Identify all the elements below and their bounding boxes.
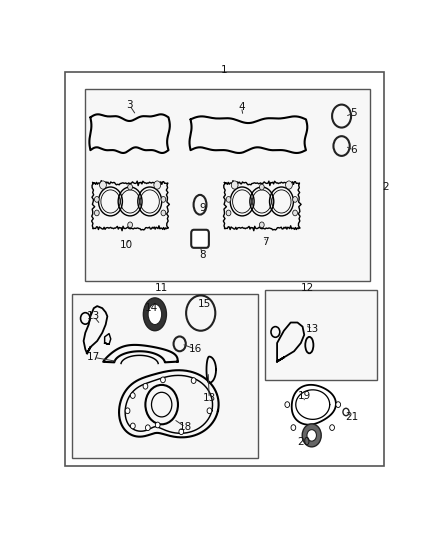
Text: 6: 6 [350, 145, 357, 155]
Circle shape [143, 383, 148, 389]
Circle shape [285, 402, 290, 407]
Circle shape [154, 181, 161, 189]
Circle shape [95, 210, 99, 216]
Circle shape [128, 222, 132, 228]
Text: 1: 1 [221, 65, 228, 75]
Text: 3: 3 [126, 100, 133, 110]
Bar [72, 294, 258, 458]
Bar [85, 88, 371, 281]
Ellipse shape [143, 298, 166, 330]
Circle shape [145, 425, 150, 431]
Circle shape [330, 425, 335, 431]
Circle shape [336, 402, 341, 407]
Text: 9: 9 [199, 203, 206, 213]
Circle shape [99, 181, 106, 189]
Text: 13: 13 [306, 324, 319, 334]
Circle shape [95, 197, 99, 202]
Text: 2: 2 [382, 182, 389, 192]
Circle shape [125, 408, 130, 414]
Text: 11: 11 [155, 282, 168, 293]
Text: 16: 16 [189, 344, 202, 354]
Circle shape [291, 425, 296, 431]
Circle shape [161, 210, 166, 216]
Circle shape [293, 210, 297, 216]
Text: 10: 10 [120, 239, 133, 249]
Circle shape [161, 197, 166, 202]
Text: 4: 4 [238, 102, 245, 112]
Circle shape [259, 222, 264, 228]
Text: 13: 13 [87, 311, 100, 321]
Circle shape [259, 184, 264, 190]
Circle shape [231, 181, 238, 189]
Circle shape [131, 393, 135, 398]
Text: 7: 7 [262, 238, 268, 247]
Text: 21: 21 [345, 412, 358, 422]
Text: 13: 13 [202, 393, 216, 403]
Text: 19: 19 [297, 391, 311, 401]
Bar [265, 290, 377, 380]
Circle shape [131, 423, 135, 429]
Circle shape [226, 197, 231, 202]
Text: 14: 14 [145, 303, 158, 313]
Text: 18: 18 [179, 422, 192, 432]
Circle shape [302, 424, 321, 447]
Circle shape [179, 429, 184, 434]
Circle shape [155, 422, 160, 428]
Ellipse shape [148, 304, 162, 325]
Circle shape [207, 408, 212, 414]
Circle shape [226, 210, 231, 216]
Text: 15: 15 [198, 299, 211, 309]
Text: 12: 12 [301, 282, 314, 293]
Circle shape [343, 408, 349, 416]
Circle shape [128, 184, 132, 190]
FancyBboxPatch shape [191, 230, 209, 248]
Text: 17: 17 [87, 352, 100, 362]
Circle shape [293, 197, 297, 202]
Circle shape [191, 378, 196, 383]
Text: 5: 5 [350, 108, 357, 118]
Circle shape [286, 181, 293, 189]
Text: 8: 8 [199, 250, 206, 260]
Circle shape [161, 377, 165, 383]
Text: 20: 20 [298, 437, 311, 447]
Circle shape [307, 430, 317, 441]
